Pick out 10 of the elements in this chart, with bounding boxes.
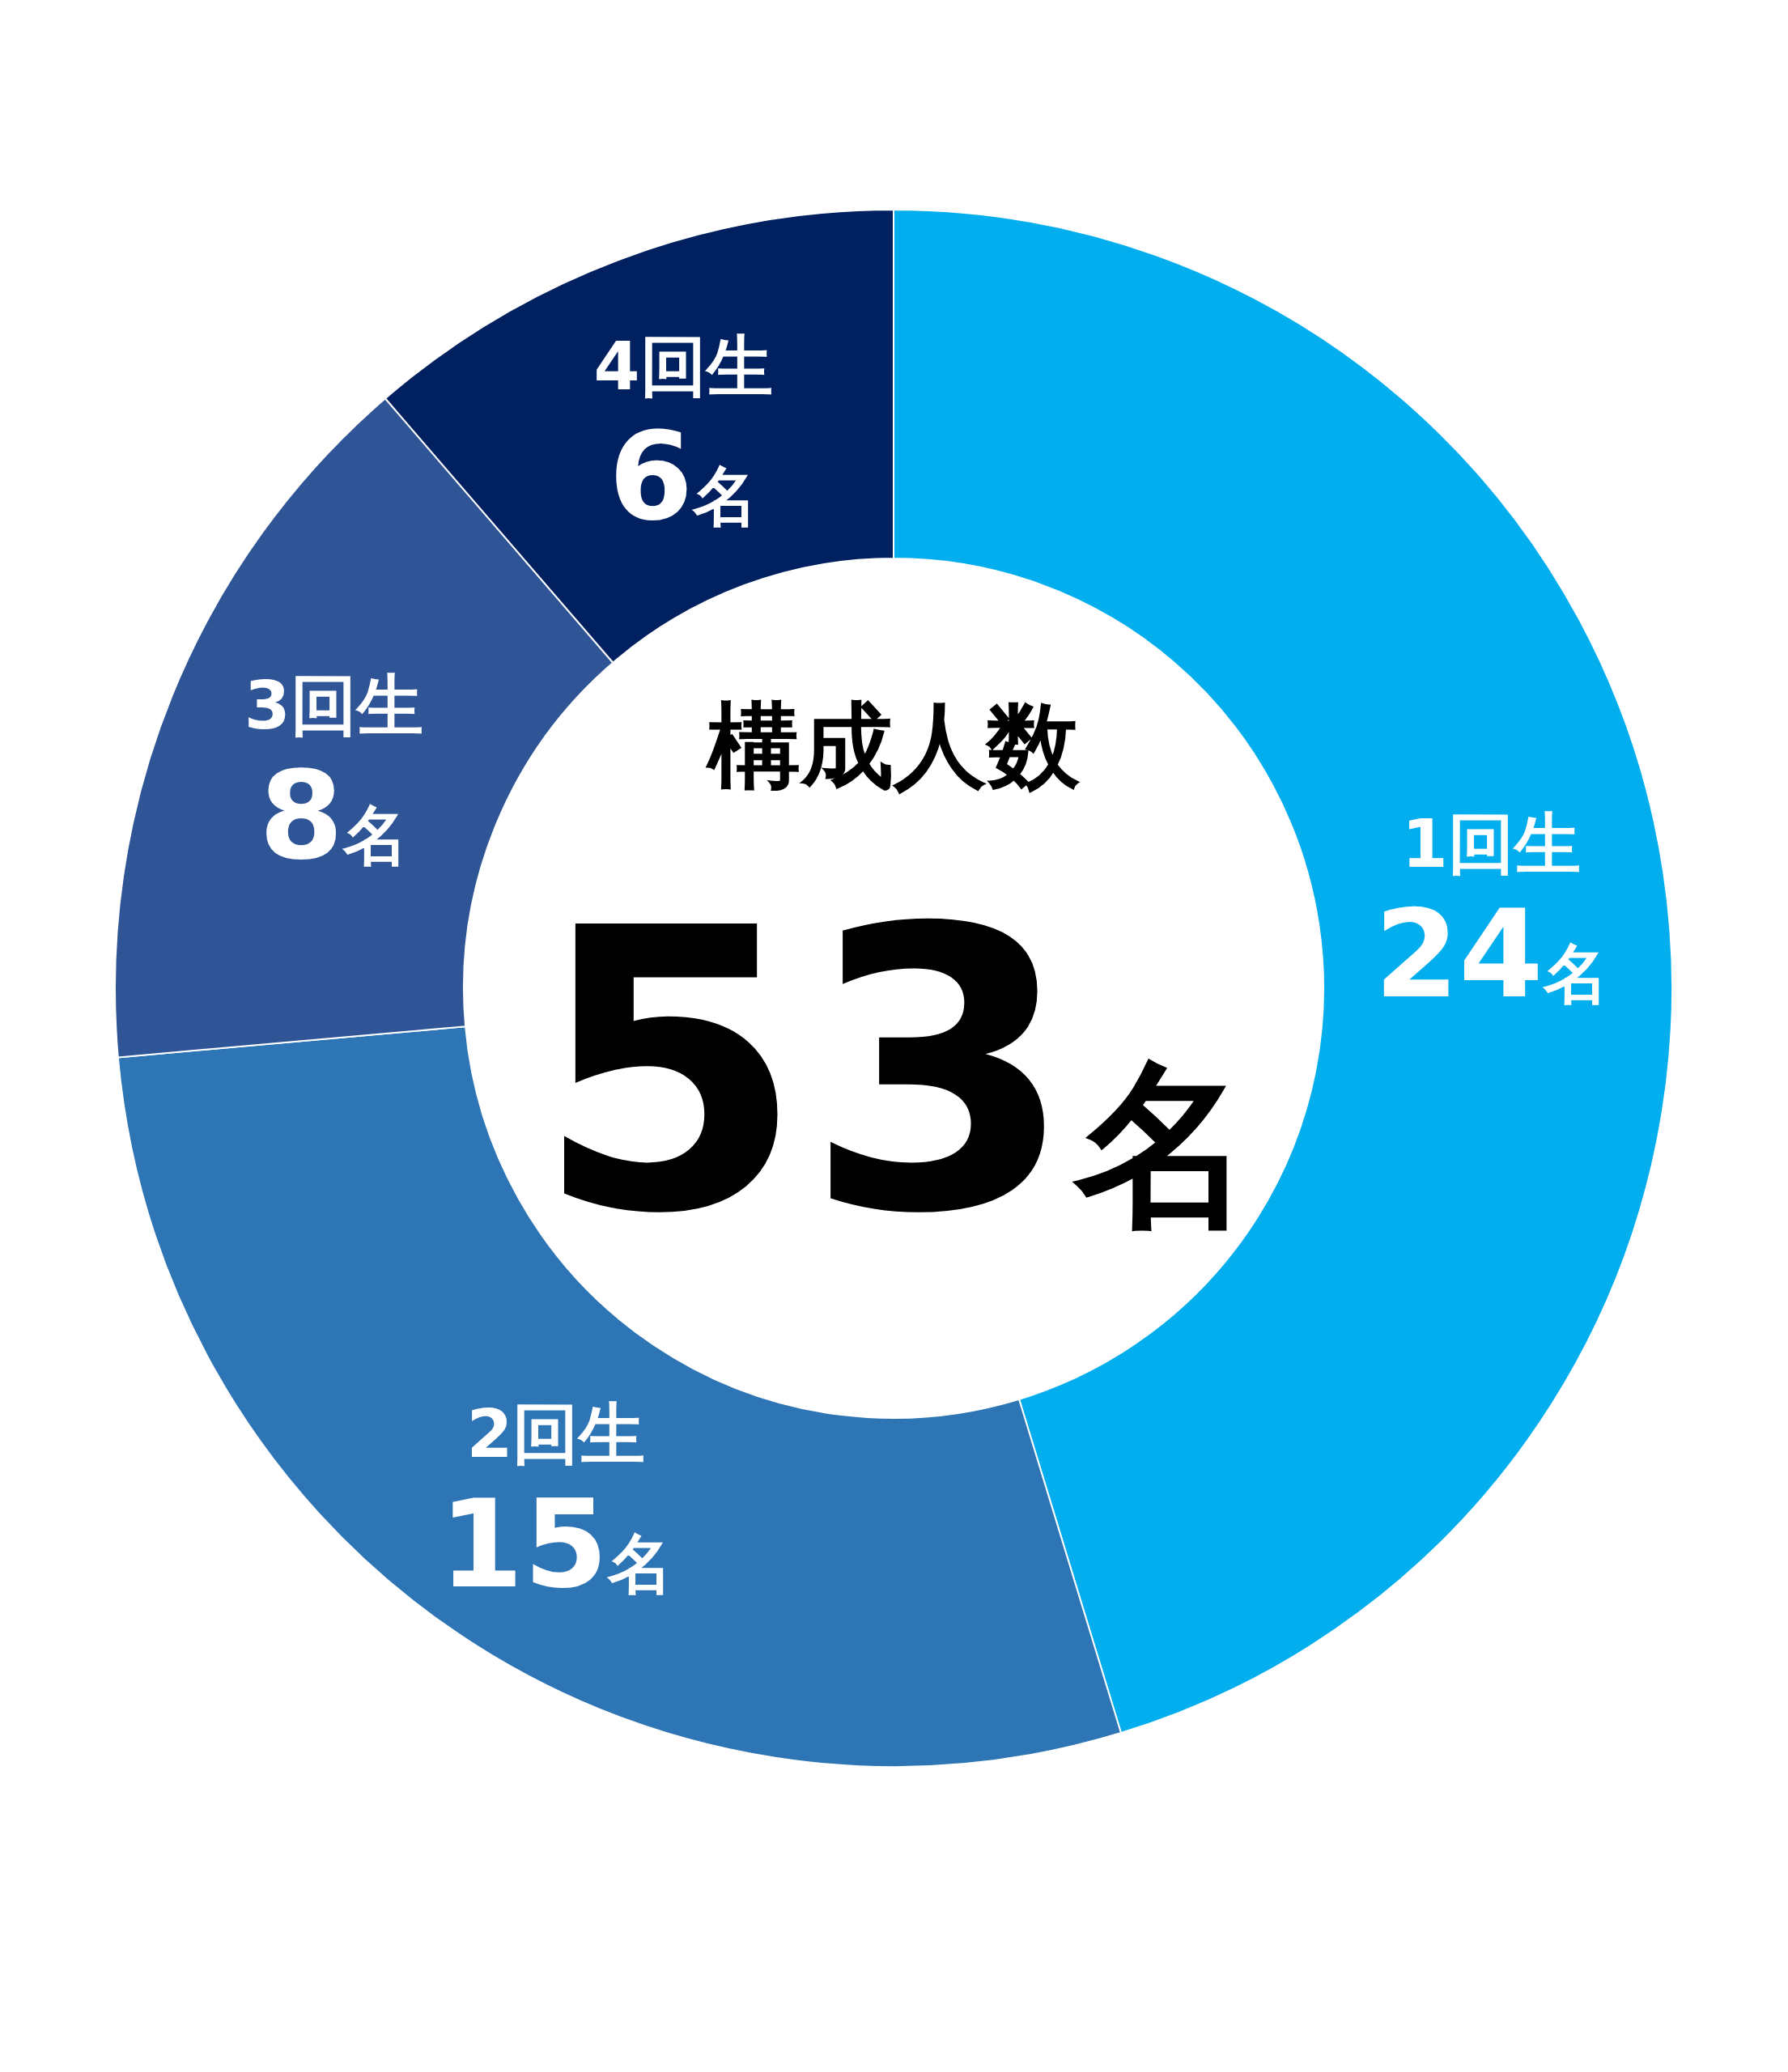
slice-label: 2回生 xyxy=(466,1395,646,1473)
data-label: 15名 xyxy=(439,1474,673,1616)
text: 53名 xyxy=(534,846,1253,1298)
data-label: 24名 xyxy=(1374,883,1608,1025)
text: 構成人数 xyxy=(705,691,1081,800)
slice-label: 3回生 xyxy=(244,667,423,745)
slice-label: 1回生 xyxy=(1401,805,1581,882)
slice-label: 4回生 xyxy=(593,328,773,405)
data-label: 8名 xyxy=(259,745,409,887)
data-label: 6名 xyxy=(608,406,758,548)
